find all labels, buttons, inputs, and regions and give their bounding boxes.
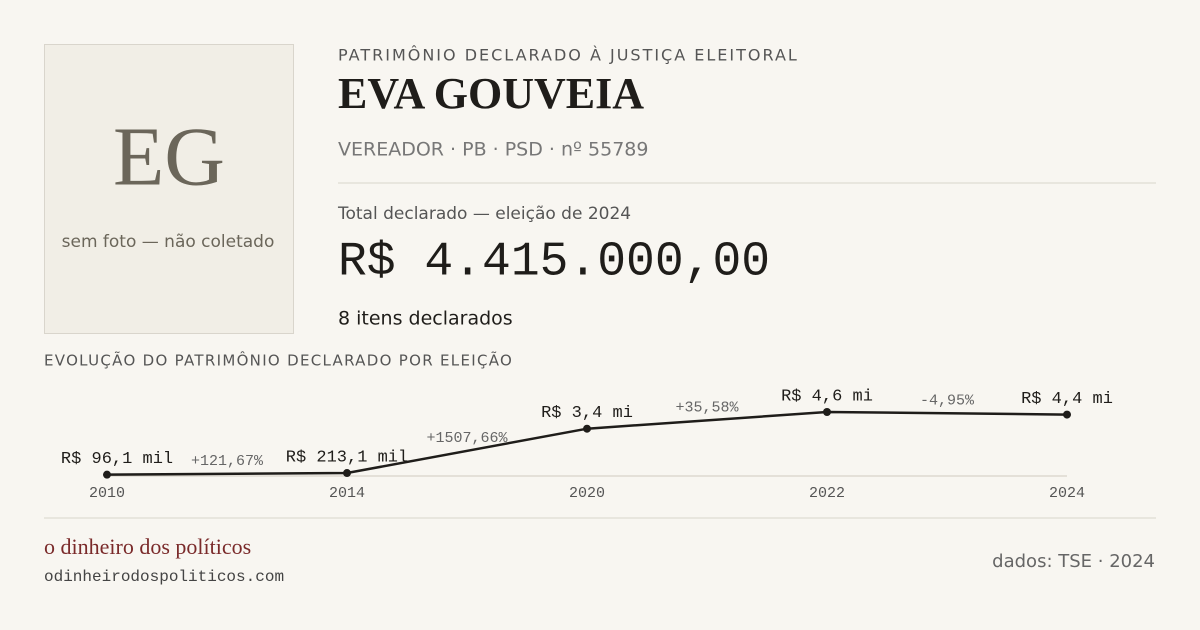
avatar-initials: EG xyxy=(113,110,225,203)
source: dados: TSE · 2024 xyxy=(992,551,1155,572)
brand: o dinheiro dos políticos xyxy=(44,534,251,559)
total-label: Total declarado — eleição de 2024 xyxy=(337,204,631,224)
point xyxy=(343,469,351,478)
change-label: +1507,66% xyxy=(426,430,508,447)
value-label: R$ 3,4 mi xyxy=(541,404,633,423)
avatar-box xyxy=(44,44,294,334)
change-label: -4,95% xyxy=(920,392,975,409)
point xyxy=(823,408,831,416)
x-tick-label: 2020 xyxy=(569,485,605,502)
kicker: PATRIMÔNIO DECLARADO À JUSTIÇA ELEITORAL xyxy=(338,46,799,65)
point xyxy=(103,470,111,479)
x-tick-label: 2010 xyxy=(89,485,125,502)
x-tick-label: 2022 xyxy=(809,485,845,502)
x-tick-label: 2024 xyxy=(1049,485,1085,502)
chart-title: EVOLUÇÃO DO PATRIMÔNIO DECLARADO POR ELE… xyxy=(44,351,513,370)
site-url: odinheirodospoliticos.com xyxy=(44,568,284,586)
candidate-name: EVA GOUVEIA xyxy=(338,69,644,118)
candidate-info: VEREADOR · PB · PSD · nº 55789 xyxy=(338,139,648,161)
x-tick-label: 2014 xyxy=(329,485,365,502)
point xyxy=(1063,410,1071,419)
change-label: +35,58% xyxy=(675,399,739,416)
value-label: R$ 4,6 mi xyxy=(781,387,873,406)
chart: +121,67% +1507,66% +35,58% -4,95% R$ 96,1 mi… xyxy=(61,387,1113,501)
value-label: R$ 96,1 mil xyxy=(61,450,173,469)
items-count: 8 itens declarados xyxy=(338,308,513,330)
total-amount: R$ 4.415.000,00 xyxy=(338,236,770,290)
change-label: +121,67% xyxy=(191,453,264,470)
value-label: R$ 4,4 mi xyxy=(1021,390,1113,409)
avatar-note: sem foto — não coletado xyxy=(62,232,275,252)
value-label: R$ 213,1 mil xyxy=(286,449,408,468)
point xyxy=(583,424,591,433)
